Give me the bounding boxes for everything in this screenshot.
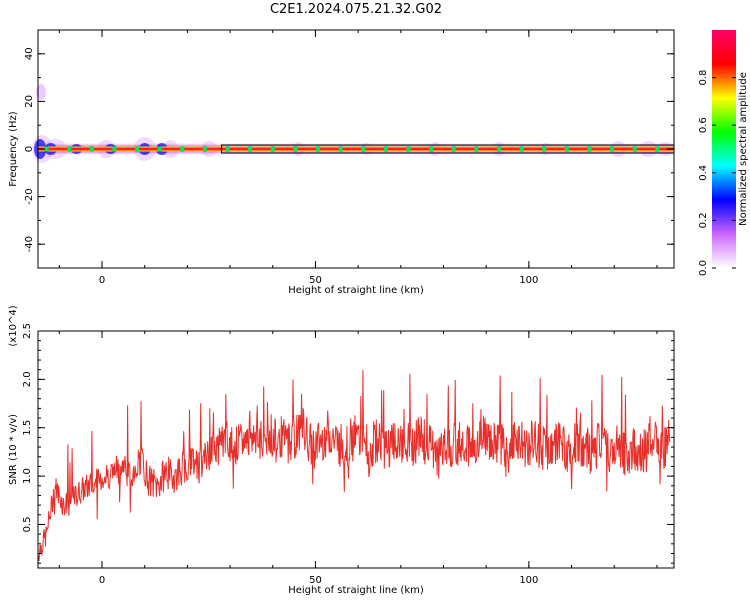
amplitude-marker — [361, 146, 366, 152]
y-tick-label: 0 — [24, 146, 35, 152]
x-tick-label: 100 — [519, 275, 538, 286]
amplitude-marker — [135, 146, 140, 152]
amplitude-marker — [542, 146, 547, 152]
amplitude-marker — [270, 146, 275, 152]
y-axis-unit: (x10^4) — [8, 305, 19, 346]
y-tick-label: -40 — [24, 236, 35, 252]
colorbar-tick-label: 0.6 — [698, 117, 709, 133]
x-tick-label: 50 — [309, 275, 322, 286]
x-tick-label: 50 — [309, 575, 322, 586]
x-axis-label: Height of straight line (km) — [288, 585, 424, 596]
amplitude-marker — [519, 146, 524, 152]
chart-title: C2E1.2024.075.21.32.G02 — [269, 2, 443, 17]
colorbar-gradient — [712, 30, 736, 268]
snr-panel: 0 50 100 Height of straight line (km) 0.5 1.0… — [8, 305, 675, 596]
y-tick-label: 40 — [24, 47, 35, 60]
amplitude-marker — [293, 146, 298, 152]
amplitude-marker — [383, 146, 388, 152]
y-tick-label: 0.5 — [22, 517, 33, 533]
colorbar-tick-label: 0.0 — [698, 260, 709, 276]
x-axis-label: Height of straight line (km) — [288, 285, 424, 296]
y-tick-label: 2.5 — [22, 323, 33, 339]
amplitude-marker — [406, 146, 411, 152]
colorbar-tick-label: 0.8 — [698, 70, 709, 86]
y-axis-label: Frequency (Hz) — [8, 111, 19, 187]
amplitude-marker — [248, 146, 253, 152]
amplitude-marker — [44, 146, 49, 152]
plot-frame — [37, 330, 675, 569]
amplitude-marker — [474, 146, 479, 152]
y-tick-label: 2.0 — [22, 371, 33, 387]
spectrogram-panel: 0 50 100 Height of straight line (km) 40 20 0 -… — [8, 29, 675, 296]
amplitude-marker — [316, 146, 321, 152]
colorbar-tick-label: 0.2 — [698, 212, 709, 228]
colorbar: 0.0 0.2 0.4 0.6 0.8 Normalized spectral ampli… — [698, 30, 749, 276]
amplitude-marker — [496, 146, 501, 152]
amplitude-marker — [225, 146, 230, 152]
amplitude-marker — [338, 146, 343, 152]
amplitude-marker — [180, 146, 185, 152]
amplitude-marker — [67, 146, 72, 152]
y-tick-label: 1.0 — [22, 468, 33, 484]
colorbar-label: Normalized spectral amplitude — [738, 72, 749, 226]
amplitude-marker — [112, 146, 117, 152]
y-tick-label: 20 — [24, 95, 35, 108]
amplitude-marker — [202, 146, 207, 152]
amplitude-marker — [89, 146, 94, 152]
amplitude-marker — [632, 146, 637, 152]
x-tick-label: 0 — [99, 275, 105, 286]
amplitude-marker — [564, 146, 569, 152]
amplitude-marker — [157, 146, 162, 152]
y-tick-label: -20 — [24, 188, 35, 204]
y-axis-label: SNR (10 * v/v) — [8, 414, 19, 485]
plot-frame — [37, 29, 675, 269]
y-tick-label: 1.5 — [22, 420, 33, 436]
amplitude-marker — [429, 146, 434, 152]
amplitude-marker — [451, 146, 456, 152]
snr-series-line — [37, 369, 671, 562]
amplitude-marker — [587, 146, 592, 152]
amplitude-marker — [610, 146, 615, 152]
amplitude-marker — [655, 146, 660, 152]
x-tick-label: 100 — [519, 575, 538, 586]
colorbar-tick-label: 0.4 — [698, 165, 709, 181]
x-tick-label: 0 — [99, 575, 105, 586]
